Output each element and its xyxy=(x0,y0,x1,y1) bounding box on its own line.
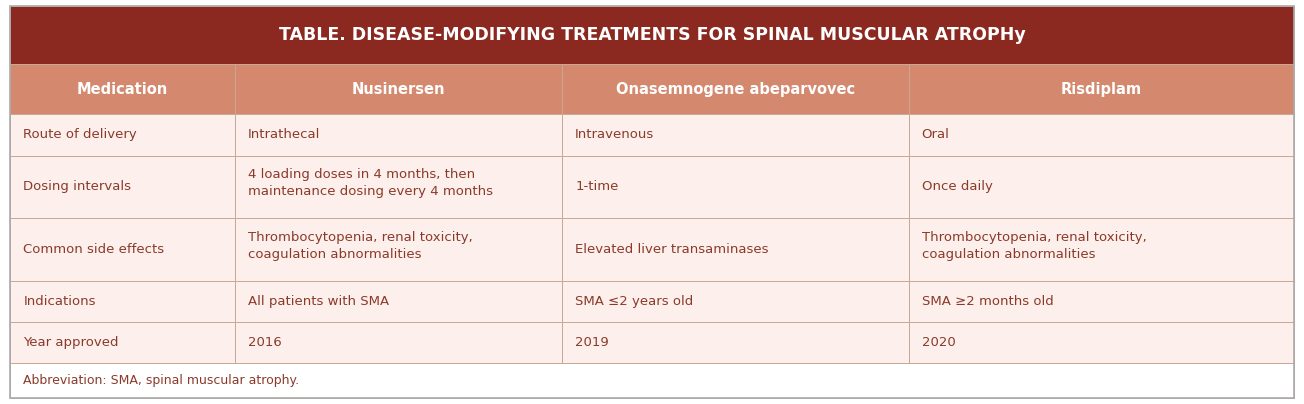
Bar xyxy=(562,156,909,218)
Bar xyxy=(562,64,909,114)
Text: Route of delivery: Route of delivery xyxy=(23,128,137,141)
Bar xyxy=(10,322,235,363)
Bar xyxy=(10,114,235,156)
Bar xyxy=(909,156,1294,218)
Bar xyxy=(909,322,1294,363)
Text: 1-time: 1-time xyxy=(575,180,618,193)
Bar xyxy=(10,156,235,218)
Bar xyxy=(235,218,562,280)
Bar xyxy=(10,6,1294,64)
Text: Abbreviation: SMA, spinal muscular atrophy.: Abbreviation: SMA, spinal muscular atrop… xyxy=(23,374,300,387)
Text: Indications: Indications xyxy=(23,295,96,308)
Bar xyxy=(235,114,562,156)
Text: TABLE. DISEASE-MODIFYING TREATMENTS FOR SPINAL MUSCULAR ATROPHy: TABLE. DISEASE-MODIFYING TREATMENTS FOR … xyxy=(279,26,1025,44)
Text: 2019: 2019 xyxy=(575,336,609,349)
Text: Oral: Oral xyxy=(922,128,949,141)
Text: Common side effects: Common side effects xyxy=(23,243,164,256)
Text: 2016: 2016 xyxy=(248,336,282,349)
Bar xyxy=(235,64,562,114)
Bar xyxy=(909,64,1294,114)
Bar xyxy=(909,114,1294,156)
Bar xyxy=(235,280,562,322)
Text: Intravenous: Intravenous xyxy=(575,128,655,141)
Bar xyxy=(562,280,909,322)
Bar xyxy=(10,218,235,280)
Text: Thrombocytopenia, renal toxicity,
coagulation abnormalities: Thrombocytopenia, renal toxicity, coagul… xyxy=(922,231,1146,261)
Text: Dosing intervals: Dosing intervals xyxy=(23,180,132,193)
Text: Thrombocytopenia, renal toxicity,
coagulation abnormalities: Thrombocytopenia, renal toxicity, coagul… xyxy=(248,231,473,261)
Bar xyxy=(10,64,235,114)
Bar xyxy=(235,156,562,218)
Bar xyxy=(909,280,1294,322)
Text: 2020: 2020 xyxy=(922,336,956,349)
Text: Medication: Medication xyxy=(77,82,168,97)
Bar xyxy=(562,218,909,280)
Text: Onasemnogene abeparvovec: Onasemnogene abeparvovec xyxy=(615,82,855,97)
Text: Year approved: Year approved xyxy=(23,336,119,349)
Text: SMA ≥2 months old: SMA ≥2 months old xyxy=(922,295,1054,308)
Text: Once daily: Once daily xyxy=(922,180,992,193)
Bar xyxy=(235,322,562,363)
Bar xyxy=(562,114,909,156)
Text: Intrathecal: Intrathecal xyxy=(248,128,321,141)
Text: SMA ≤2 years old: SMA ≤2 years old xyxy=(575,295,694,308)
Text: 4 loading doses in 4 months, then
maintenance dosing every 4 months: 4 loading doses in 4 months, then mainte… xyxy=(248,168,493,198)
Text: Risdiplam: Risdiplam xyxy=(1060,82,1142,97)
Bar xyxy=(562,322,909,363)
Text: Nusinersen: Nusinersen xyxy=(352,82,446,97)
Bar xyxy=(10,363,1294,398)
Bar xyxy=(10,280,235,322)
Text: All patients with SMA: All patients with SMA xyxy=(248,295,389,308)
Bar xyxy=(909,218,1294,280)
Text: Elevated liver transaminases: Elevated liver transaminases xyxy=(575,243,769,256)
